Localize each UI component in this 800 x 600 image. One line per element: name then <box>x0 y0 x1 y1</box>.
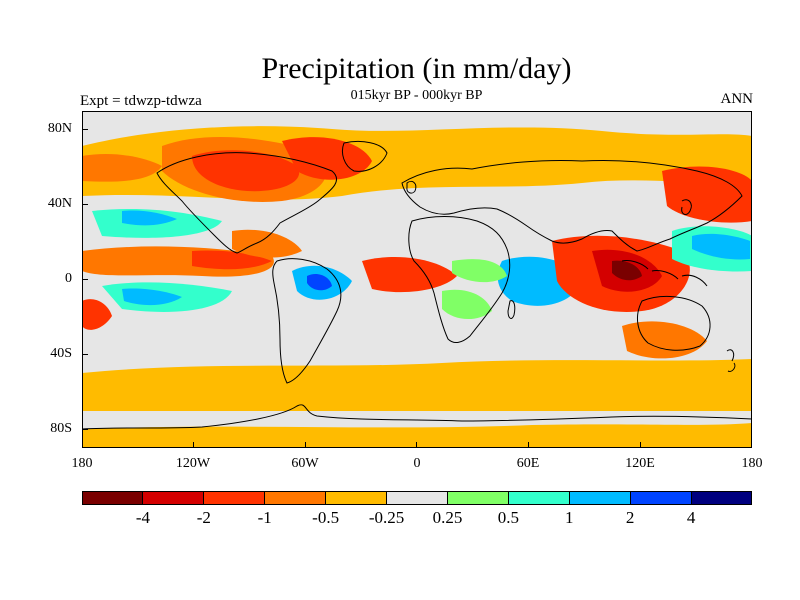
colorbar-segment-10 <box>692 491 752 505</box>
coastline-antarctica <box>82 404 752 430</box>
field-west-pacific-core <box>692 233 750 260</box>
lon-label-60e: 60E <box>516 456 540 471</box>
coastline-new-zealand <box>726 349 736 372</box>
lat-label-0: 0 <box>65 271 72 286</box>
colorbar-segment-1 <box>143 491 204 505</box>
field-south-pacific-core <box>122 288 182 306</box>
colorbar-label-7: 1 <box>565 508 574 527</box>
lon-label-180-west: 180 <box>71 456 93 471</box>
chart-title: Precipitation (in mm/day) <box>261 52 572 85</box>
season-label: ANN <box>720 91 754 107</box>
lon-label-120e: 120E <box>625 456 655 471</box>
coastline-greenland <box>341 140 388 172</box>
coastline-madagascar <box>507 300 516 319</box>
field-southern-ocean <box>82 359 752 416</box>
field-pacific-wet-core <box>122 210 177 226</box>
lat-label-40s: 40S <box>50 346 72 361</box>
field-east-asia-dry <box>662 166 752 223</box>
field-antarctic-south <box>82 423 752 448</box>
colorbar-segment-3 <box>265 491 326 505</box>
field-caribbean-dry <box>232 229 302 258</box>
precipitation-map <box>82 111 752 448</box>
colorbar-segment-2 <box>204 491 265 505</box>
latitude-tick-marks <box>82 129 88 430</box>
colorbar-segment-5 <box>387 491 448 505</box>
colorbar-segment-7 <box>509 491 570 505</box>
anomaly-fields <box>82 126 752 448</box>
lat-label-80n: 80N <box>47 121 72 136</box>
colorbar-border <box>82 491 752 505</box>
lon-label-0: 0 <box>413 456 421 471</box>
colorbar-label-3: -0.5 <box>312 508 340 527</box>
field-pacific-north <box>82 154 162 182</box>
field-tropical-atlantic-dry <box>362 256 457 293</box>
field-southern-africa-wet <box>442 289 492 320</box>
lon-label-180-east: 180 <box>741 456 763 471</box>
colorbar-segment-6 <box>448 491 509 505</box>
coastline-japan <box>681 199 692 215</box>
field-australia-dry <box>622 321 707 359</box>
colorbar-segment-0 <box>82 491 143 505</box>
chart-subtitle: 015kyr BP - 000kyr BP <box>350 88 483 103</box>
field-indian-ocean-green <box>452 259 507 283</box>
coastline-eurasia <box>401 159 743 252</box>
colorbar-label-5: 0.25 <box>432 508 463 527</box>
field-north-america-core <box>192 150 300 192</box>
colorbar-label-2: -1 <box>257 508 272 527</box>
field-east-pacific-dry <box>82 299 112 330</box>
colorbar-label-1: -2 <box>196 508 211 527</box>
colorbar-label-9: 4 <box>686 508 696 527</box>
colorbar-label-0: -4 <box>135 508 150 527</box>
colorbar <box>82 491 752 505</box>
coastlines <box>82 140 752 430</box>
coastline-africa <box>408 216 511 344</box>
lon-label-120w: 120W <box>175 456 211 471</box>
field-amazon-core <box>307 274 332 291</box>
colorbar-segment-4 <box>326 491 387 505</box>
lat-label-80s: 80S <box>50 421 72 436</box>
coastline-indonesia <box>621 260 708 287</box>
lat-label-40n: 40N <box>47 196 72 211</box>
coastline-british-isles <box>406 180 417 194</box>
colorbar-segment-9 <box>631 491 692 505</box>
experiment-label: Expt = tdwzp-tdwza <box>80 93 202 109</box>
longitude-tick-marks <box>193 442 641 448</box>
colorbar-label-8: 2 <box>625 508 635 527</box>
coastline-south-america <box>272 258 342 384</box>
field-maritime-deep <box>612 260 642 281</box>
colorbar-label-4: -0.25 <box>368 508 405 527</box>
field-north-atlantic <box>282 137 372 180</box>
lon-label-60w: 60W <box>291 456 319 471</box>
colorbar-label-6: 0.5 <box>497 508 519 527</box>
coastline-north-america <box>156 152 338 254</box>
colorbar-segment-8 <box>570 491 631 505</box>
coastline-australia <box>636 296 711 351</box>
